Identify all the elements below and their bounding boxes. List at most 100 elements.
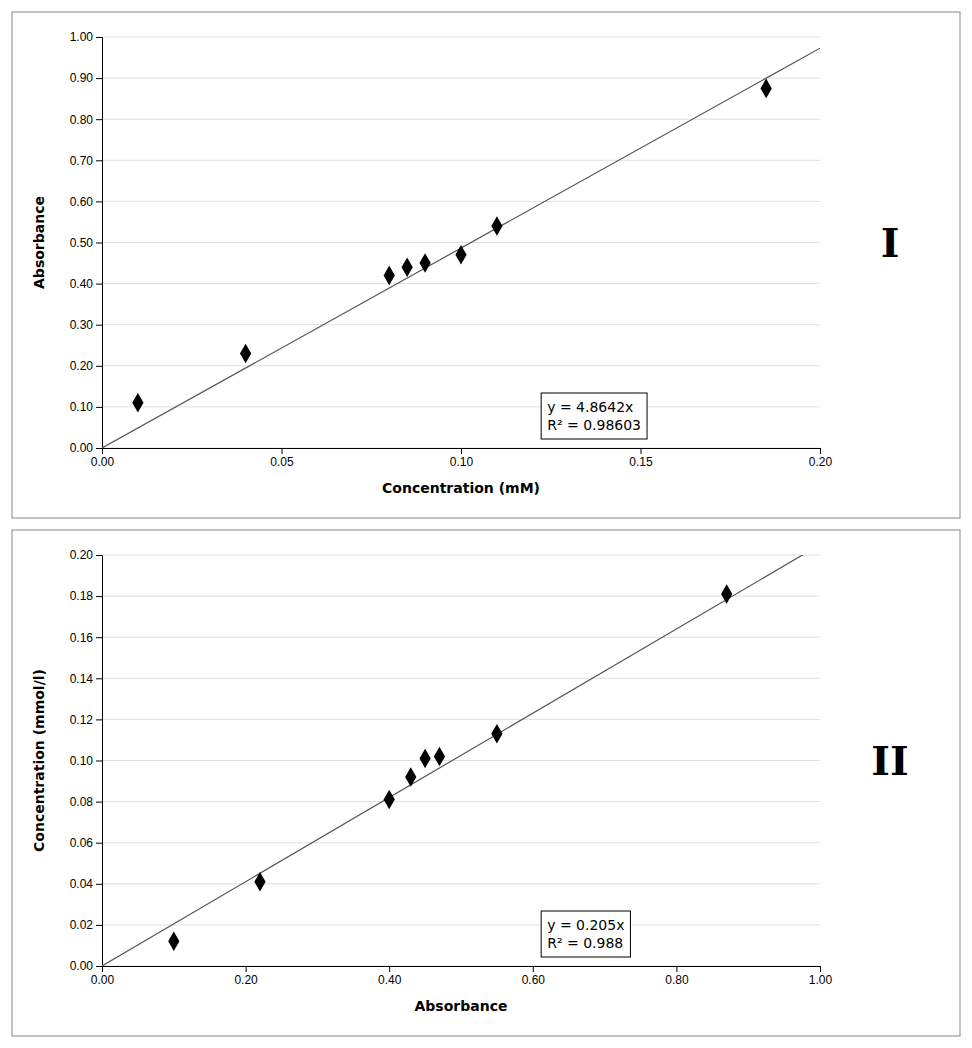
- tick-mark: [96, 637, 102, 638]
- point: [384, 790, 395, 810]
- annotation-line: y = 0.205x: [547, 917, 624, 933]
- tick-label: 1.00: [70, 30, 94, 44]
- grid-line: [102, 719, 820, 720]
- tick-label: 0.60: [522, 973, 546, 987]
- y-axis-title: Concentration (mmol/l): [31, 669, 47, 852]
- tick: 1.00: [70, 30, 102, 44]
- x-axis-title: Concentration (mM): [382, 480, 540, 496]
- tick-label: 0.10: [70, 400, 94, 414]
- plot-area: [102, 48, 820, 448]
- tick-mark: [389, 966, 390, 972]
- x-axis-title: Absorbance: [415, 998, 508, 1014]
- grid-line: [102, 760, 820, 761]
- grid-line: [102, 365, 820, 366]
- tick: 0.50: [70, 236, 102, 250]
- annotation-line: R² = 0.988: [547, 935, 623, 951]
- tick-mark: [96, 555, 102, 556]
- annotation: y = 0.205x R² = 0.988: [541, 911, 630, 957]
- tick-label: 0.18: [70, 589, 94, 603]
- point: [434, 747, 445, 767]
- point: [132, 393, 143, 413]
- annotation-text: y = 0.205x R² = 0.988: [547, 917, 624, 951]
- tick-label: 0.60: [70, 195, 94, 209]
- tick: 0.70: [70, 154, 102, 168]
- tick-label: 0.12: [70, 713, 94, 727]
- tick: 0.00: [70, 441, 102, 455]
- tick-label: 1.00: [809, 973, 833, 987]
- point: [419, 253, 430, 273]
- tick: 0.60: [522, 966, 546, 987]
- tick: 0.10: [70, 754, 102, 768]
- tick: 0.00: [91, 448, 115, 469]
- tick-mark: [96, 596, 102, 597]
- tick-label: 0.80: [70, 113, 94, 127]
- tick-mark: [820, 966, 821, 972]
- axis-line: [96, 556, 103, 967]
- point: [254, 872, 265, 892]
- tick-label: 0.50: [70, 236, 94, 250]
- tick: 0.05: [270, 448, 294, 469]
- tick-mark: [96, 843, 102, 844]
- tick-mark: [96, 284, 102, 285]
- tick-label: 0.40: [378, 973, 402, 987]
- point: [491, 216, 502, 236]
- point: [240, 344, 251, 364]
- tick: 0.10: [70, 400, 102, 414]
- tick-mark: [96, 761, 102, 762]
- tick: 0.40: [378, 966, 402, 987]
- tick: 0.08: [70, 795, 102, 809]
- tick: 0.20: [809, 448, 833, 469]
- tick: 0.60: [70, 195, 102, 209]
- point: [402, 257, 413, 277]
- tick-mark: [96, 966, 102, 967]
- point: [761, 79, 772, 99]
- grid: [102, 555, 820, 966]
- grid-line: [102, 406, 820, 407]
- grid-line: [102, 160, 820, 161]
- tick-label: 0.20: [70, 548, 94, 562]
- tick-mark: [533, 966, 534, 972]
- tick-mark: [96, 678, 102, 679]
- tick: 0.00: [91, 966, 115, 987]
- grid-line: [102, 637, 820, 638]
- tick-mark: [96, 325, 102, 326]
- point: [168, 932, 179, 952]
- tick-label: 0.30: [70, 318, 94, 332]
- tick-mark: [820, 448, 821, 454]
- tick-mark: [96, 243, 102, 244]
- point: [405, 767, 416, 787]
- grid-line: [102, 37, 820, 38]
- tick: 0.15: [629, 448, 653, 469]
- tick: 0.18: [70, 589, 102, 603]
- tick-label: 0.00: [70, 959, 94, 973]
- tick-mark: [96, 37, 102, 38]
- grid-line: [102, 283, 820, 284]
- point: [419, 749, 430, 769]
- point: [455, 245, 466, 265]
- tick-label: 0.06: [70, 836, 94, 850]
- tick-label: 0.05: [270, 455, 294, 469]
- grid-line: [102, 596, 820, 597]
- grid-line: [102, 678, 820, 679]
- annotation: y = 4.8642xR² = 0.98603: [541, 393, 647, 439]
- plot-area: [102, 555, 820, 966]
- point: [491, 724, 502, 744]
- tick-label: 0.20: [70, 359, 94, 373]
- tick-mark: [96, 884, 102, 885]
- tick: 0.00: [70, 959, 102, 973]
- tick: 0.14: [70, 672, 102, 686]
- tick-label: 0.90: [70, 71, 94, 85]
- annotation-line: R² = 0.98603: [547, 417, 641, 433]
- x-axis: 0.000.050.100.150.20: [91, 448, 833, 469]
- tick-label: 0.15: [629, 455, 653, 469]
- tick-mark: [246, 966, 247, 972]
- tick: 1.00: [809, 966, 833, 987]
- grid-line: [102, 78, 820, 79]
- tick-label: 0.00: [70, 441, 94, 455]
- tick-mark: [96, 407, 102, 408]
- tick-label: 0.20: [809, 455, 833, 469]
- tick-label: 0.70: [70, 154, 94, 168]
- point: [721, 584, 732, 604]
- tick-label: 0.40: [70, 277, 94, 291]
- tick-mark: [676, 966, 677, 972]
